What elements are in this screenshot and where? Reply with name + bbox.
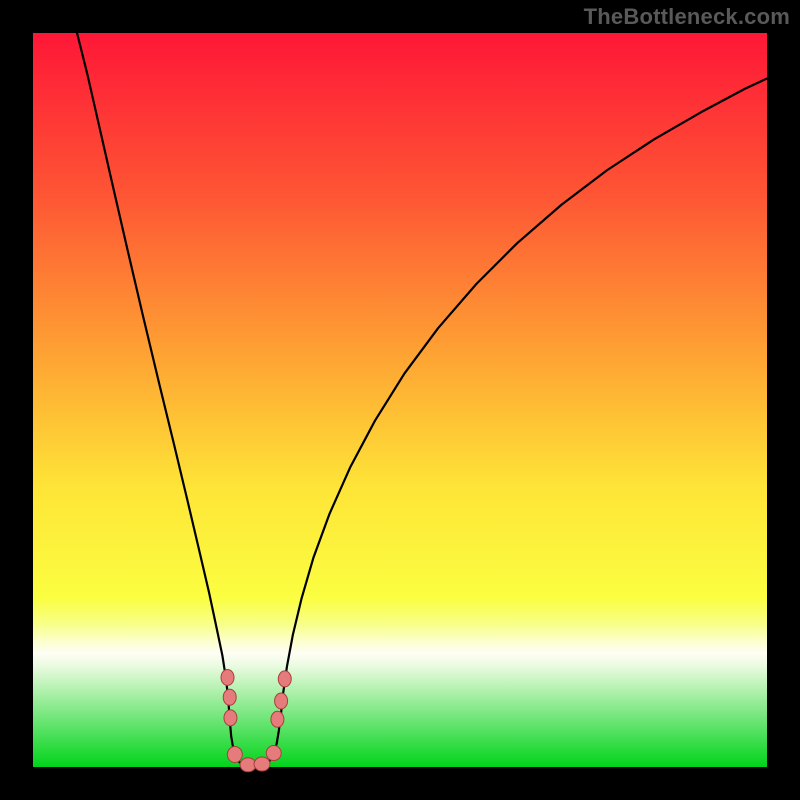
curve-layer <box>33 33 767 767</box>
curve-marker <box>266 746 281 761</box>
watermark-text: TheBottleneck.com <box>584 4 790 30</box>
curve-marker <box>271 711 284 727</box>
chart-container: { "watermark": { "text": "TheBottleneck.… <box>0 0 800 800</box>
curve-marker <box>223 689 236 705</box>
bottleneck-curve <box>77 33 767 767</box>
curve-marker <box>224 710 237 726</box>
curve-marker <box>221 669 234 685</box>
curve-marker <box>254 757 270 771</box>
marker-group <box>221 669 291 771</box>
curve-marker <box>278 671 291 687</box>
curve-marker <box>227 747 242 763</box>
plot-area <box>33 33 767 767</box>
curve-marker <box>275 693 288 709</box>
